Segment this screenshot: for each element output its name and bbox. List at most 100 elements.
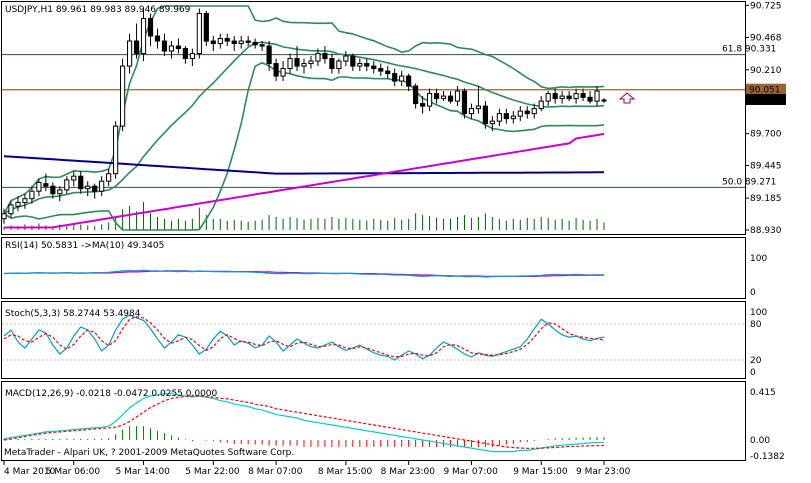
candle-body xyxy=(189,53,195,60)
candle-body xyxy=(252,41,258,46)
candle xyxy=(336,58,342,74)
candle-body xyxy=(426,93,433,107)
candle-body xyxy=(71,175,77,181)
candle xyxy=(524,106,530,119)
candle xyxy=(85,181,91,197)
candle xyxy=(78,171,84,194)
candle-body xyxy=(78,175,84,190)
candle xyxy=(329,53,335,74)
candle-body xyxy=(133,40,140,55)
candle xyxy=(8,201,14,218)
candle xyxy=(99,176,105,197)
candle-body xyxy=(545,93,551,102)
candle xyxy=(1,208,7,224)
candle-body xyxy=(287,58,293,70)
candle-body xyxy=(36,181,42,192)
y-axis-labels: 90.725 90.468 90.210 89.700 89.445 89.185 88.9… xyxy=(745,1,786,462)
candle-body xyxy=(440,95,447,100)
candle xyxy=(566,91,572,102)
stoch-title: Stoch(5,3,3) 58.2744 53.4984 xyxy=(5,309,141,319)
rsi-tick-label: 0 xyxy=(750,288,756,298)
candle-body xyxy=(280,68,286,77)
candle xyxy=(50,182,56,199)
candle-body xyxy=(538,100,544,110)
fib-500-label: 50.0 89.271 xyxy=(722,177,776,187)
candle xyxy=(350,53,356,72)
candle xyxy=(587,91,593,104)
candle-body xyxy=(29,190,35,200)
candle-body xyxy=(308,60,314,65)
candle xyxy=(357,58,363,72)
candle-body xyxy=(154,35,161,42)
candle xyxy=(106,168,112,187)
candle xyxy=(399,71,405,87)
macd-tick-label: 0.415 xyxy=(750,388,776,398)
price-tick-label: 88.930 xyxy=(750,226,782,236)
candle-body xyxy=(245,40,251,43)
candle xyxy=(154,28,161,49)
price-tick-label: 90.210 xyxy=(750,66,782,76)
candle xyxy=(266,41,272,72)
candle-body xyxy=(294,58,300,67)
candle-body xyxy=(378,68,384,72)
candle xyxy=(531,103,537,119)
price-panel: 61.8 90.331 50.0 89.271 xyxy=(1,5,776,231)
candle-body xyxy=(266,45,272,65)
x-tick-label: 9 Mar 07:00 xyxy=(443,467,498,477)
rsi-line xyxy=(3,269,605,278)
candle xyxy=(224,33,230,47)
price-tick-label: 90.725 xyxy=(750,1,782,11)
candle xyxy=(510,111,516,124)
panel-frames xyxy=(1,1,746,461)
candle xyxy=(113,121,119,179)
candle-body xyxy=(601,99,607,102)
candle xyxy=(378,63,384,77)
bollinger-lower-line xyxy=(3,61,605,231)
stoch-tick-label: 20 xyxy=(750,356,762,366)
candle-body xyxy=(224,38,230,42)
symbol-header: USDJPY,H1 89.961 89.983 89.946 89.969 xyxy=(5,5,191,15)
price-tick-label: 90.468 xyxy=(750,34,782,44)
candle xyxy=(196,8,202,59)
candle-body xyxy=(8,204,14,215)
candle xyxy=(364,58,370,72)
candle-body xyxy=(406,75,412,87)
rsi-tick-label: 100 xyxy=(750,254,767,264)
candle xyxy=(140,8,147,62)
candle-body xyxy=(238,40,244,45)
candle xyxy=(252,38,258,49)
x-tick-label: 4 Mar 2010 xyxy=(4,467,56,477)
candle-body xyxy=(385,70,391,75)
candle-body xyxy=(210,40,216,45)
candle xyxy=(440,91,447,102)
candle xyxy=(433,88,440,104)
buy-arrow-icon[interactable] xyxy=(618,92,636,104)
candle-body xyxy=(50,185,56,195)
candle-body xyxy=(315,53,321,62)
stoch-tick-label: 80 xyxy=(750,320,762,330)
candle xyxy=(280,61,286,82)
candle xyxy=(580,88,586,102)
candle-body xyxy=(573,93,579,100)
candle-body xyxy=(399,75,405,82)
candle xyxy=(231,36,237,52)
macd-panel-frame xyxy=(1,381,746,461)
x-tick-label: 8 Mar 15:00 xyxy=(318,467,373,477)
candle-body xyxy=(203,13,209,42)
price-tick-label: 89.700 xyxy=(750,130,782,140)
candle-body xyxy=(454,90,461,102)
candle xyxy=(161,33,168,57)
x-tick-label: 8 Mar 07:00 xyxy=(248,467,303,477)
candle-body xyxy=(43,183,49,187)
candle-body xyxy=(357,63,363,67)
candle-body xyxy=(461,90,468,115)
candle xyxy=(15,196,21,212)
macd-tick-label: 0.00 xyxy=(750,436,770,446)
fast-ma-line xyxy=(4,132,605,229)
candle xyxy=(210,36,216,52)
candle xyxy=(406,73,412,92)
candle xyxy=(392,68,398,87)
